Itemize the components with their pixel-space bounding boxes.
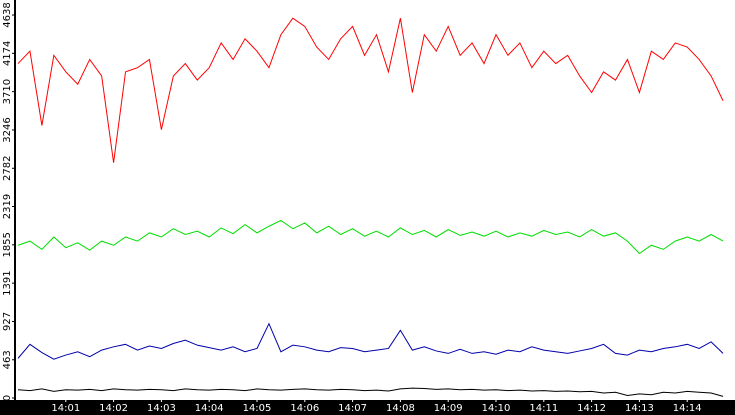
y-tick-label: 927 <box>2 312 13 331</box>
x-tick-label: 14:03 <box>147 403 176 414</box>
series-line <box>17 219 724 255</box>
y-tick-label: 1391 <box>2 270 13 295</box>
x-tick-label: 14:06 <box>290 403 319 414</box>
x-tick-label: 14:11 <box>529 403 558 414</box>
series-line <box>17 387 724 397</box>
x-tick-label: 14:02 <box>99 403 128 414</box>
x-tick-label: 14:05 <box>243 403 272 414</box>
x-axis-band <box>0 400 735 415</box>
x-tick-label: 14:13 <box>625 403 654 414</box>
y-tick-label: 4638 <box>2 2 13 27</box>
y-tick-label: 3246 <box>2 117 13 142</box>
y-tick-label: 0 <box>2 395 13 401</box>
x-tick-label: 14:10 <box>482 403 511 414</box>
y-tick-label: 2319 <box>2 194 13 219</box>
y-tick-label: 3710 <box>2 79 13 104</box>
x-tick-label: 14:09 <box>434 403 463 414</box>
y-tick-label: 4174 <box>2 41 13 66</box>
x-tick-label: 14:07 <box>338 403 367 414</box>
y-tick-label: 2782 <box>2 156 13 181</box>
x-tick-label: 14:14 <box>673 403 702 414</box>
x-tick-label: 14:04 <box>195 403 224 414</box>
series-line <box>17 322 724 360</box>
x-tick-label: 14:01 <box>51 403 80 414</box>
series-line <box>17 17 724 163</box>
y-tick-label: 463 <box>2 350 13 369</box>
x-tick-label: 14:12 <box>577 403 606 414</box>
x-tick-label: 14:08 <box>386 403 415 414</box>
y-tick-label: 1855 <box>2 232 13 257</box>
